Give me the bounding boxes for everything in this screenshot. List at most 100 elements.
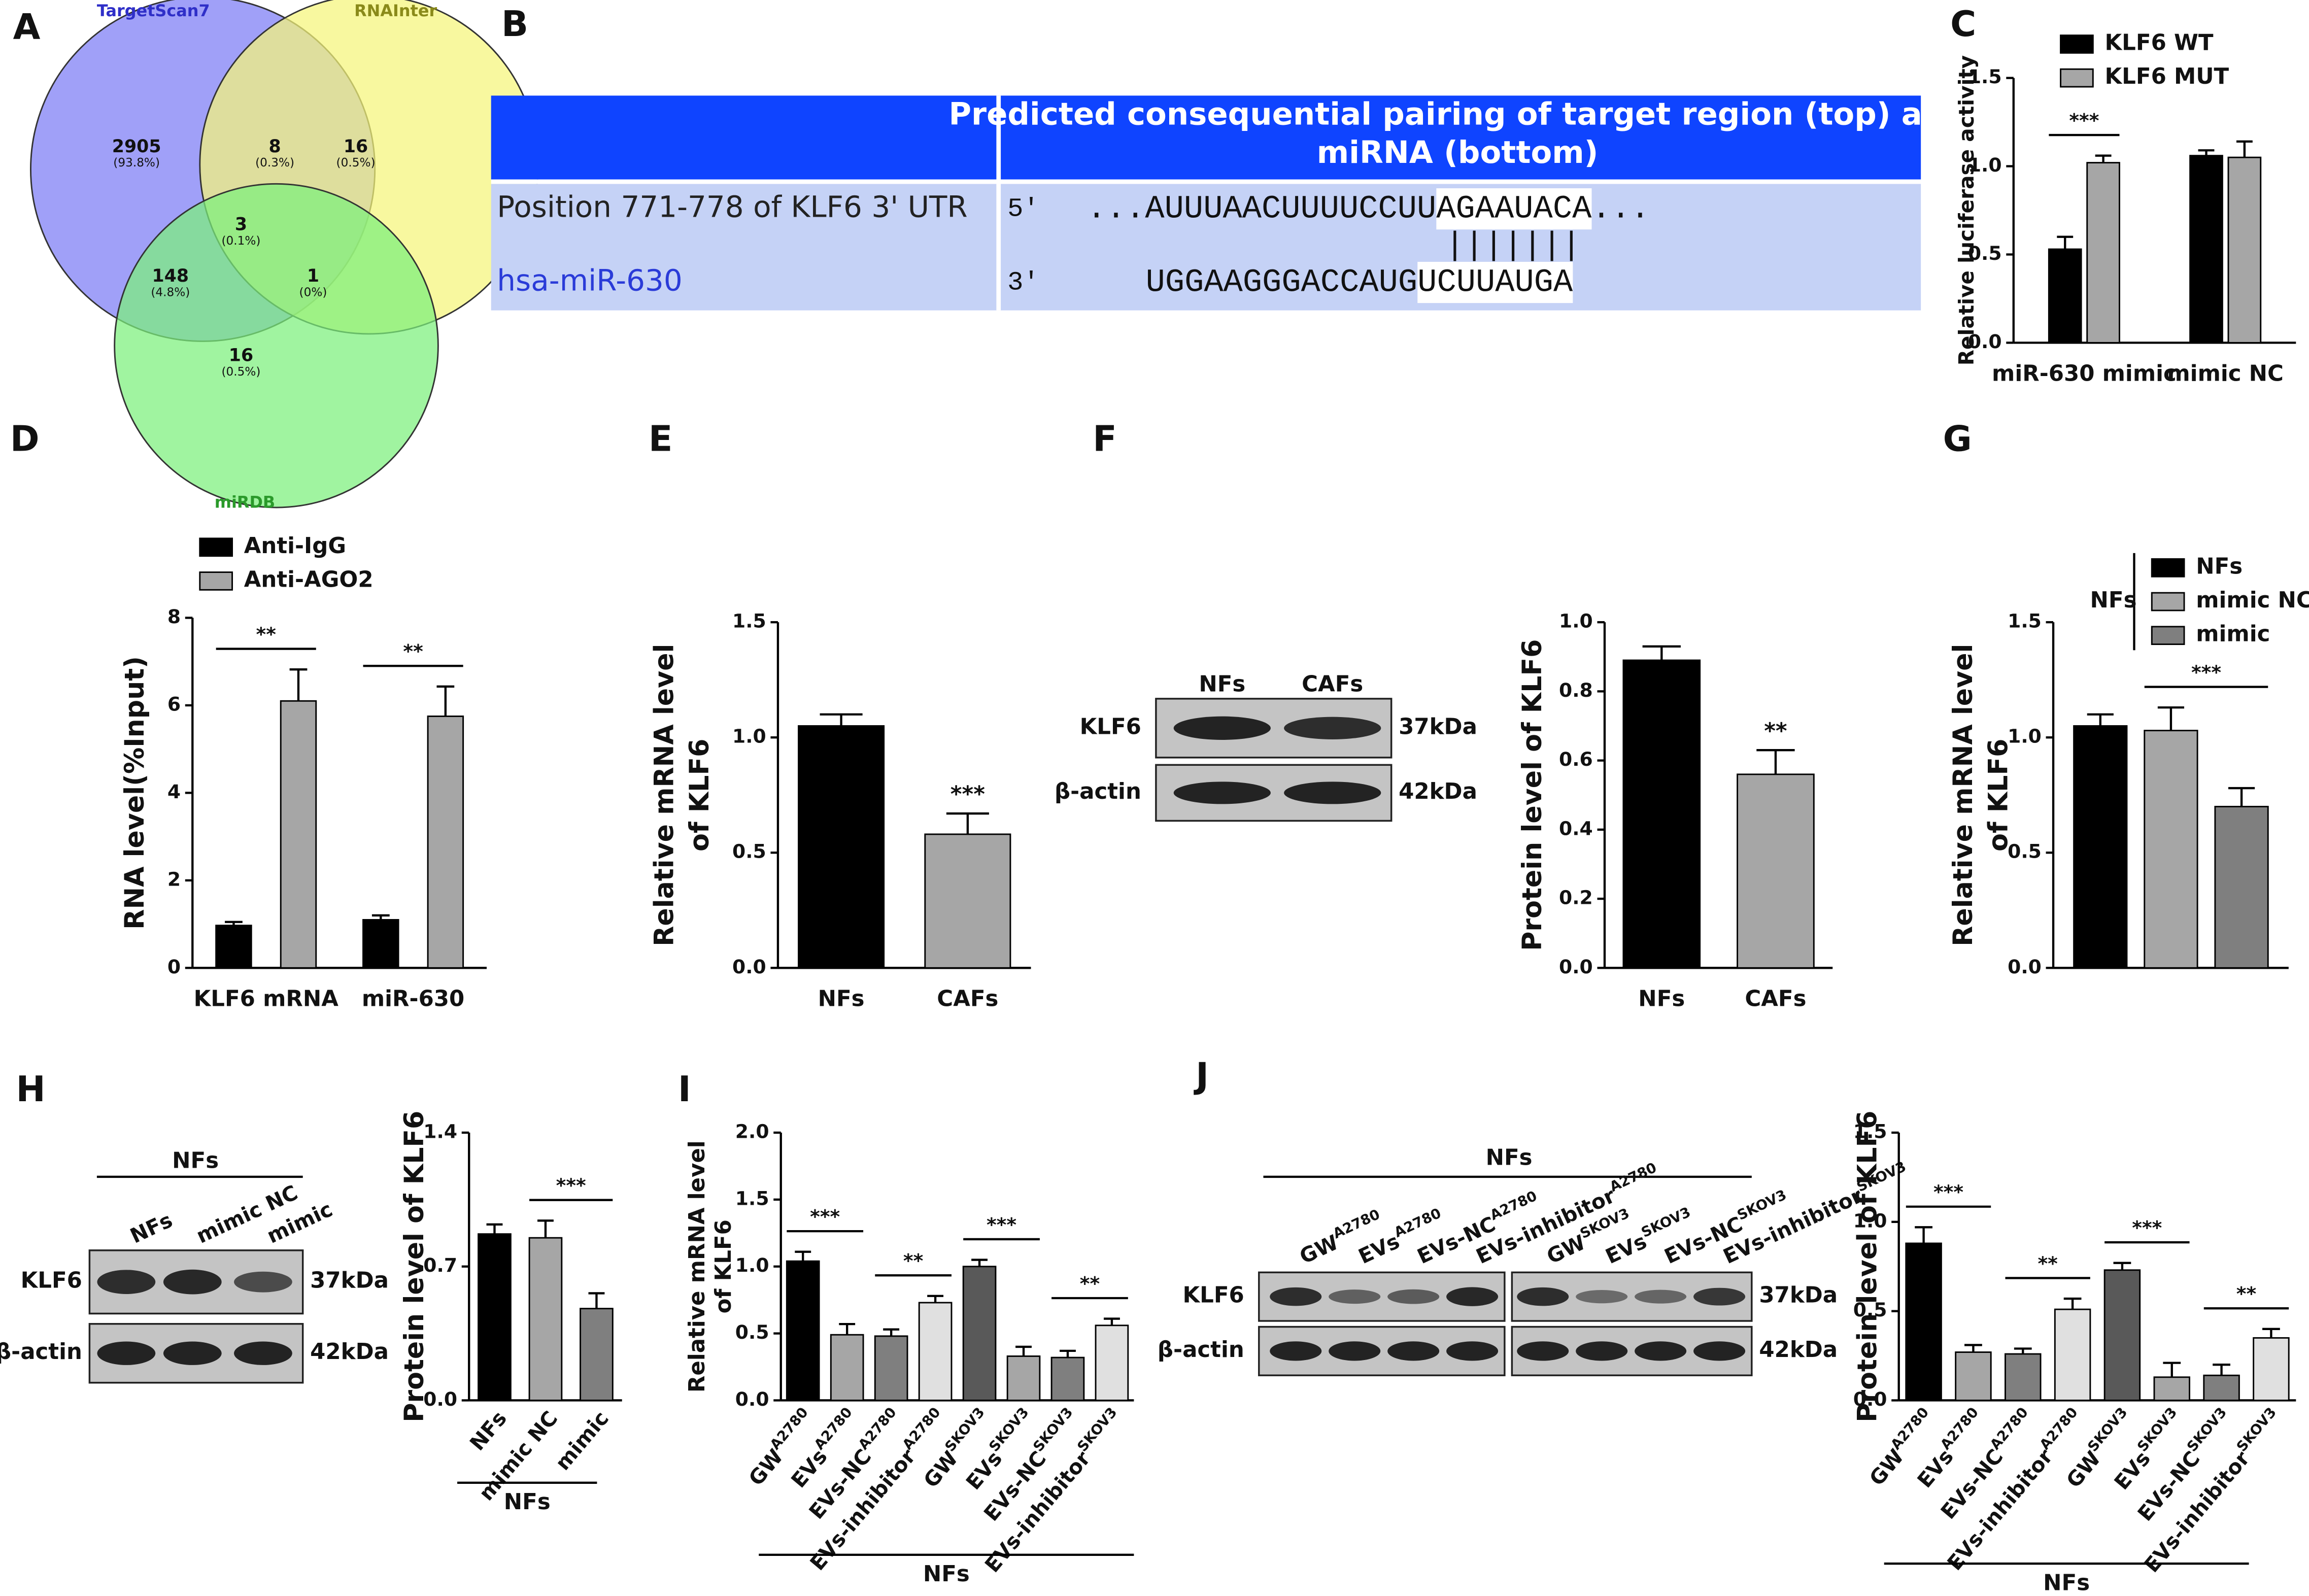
error-bar — [225, 921, 243, 926]
legend-swatch — [2151, 558, 2185, 578]
venn-count: 1 — [307, 266, 319, 286]
sequence-part: AGAAUACA — [1436, 191, 1592, 227]
legend-label: Anti-AGO2 — [244, 567, 373, 592]
y-tick-label: 1.4 — [423, 1120, 457, 1142]
bar — [2253, 1337, 2290, 1401]
x-tick-label: miR-630 mimic — [1992, 361, 2177, 387]
y-tick-label: 0.2 — [1559, 887, 1593, 909]
bar — [2103, 1269, 2141, 1401]
blot-band — [234, 1341, 292, 1365]
blot-band — [1693, 1287, 1746, 1306]
x-tick-label: KLF6 mRNA — [194, 987, 339, 1012]
legend-label: mimic NC — [2196, 588, 2309, 613]
bar — [2214, 805, 2269, 969]
venn-count: 8 — [269, 137, 281, 157]
y-tick-label: 1.0 — [1559, 610, 1593, 632]
significance: *** — [1933, 1181, 1963, 1203]
panel-label: I — [678, 1069, 691, 1110]
y-tick-label: 0.8 — [1559, 679, 1593, 701]
significance: ** — [1080, 1272, 1100, 1295]
y-tick-label: 0.7 — [423, 1254, 457, 1276]
y-axis-label: Protein level of KLF6 — [1853, 1111, 1883, 1422]
y-tick-label: 2.0 — [735, 1120, 769, 1142]
bar — [798, 725, 885, 969]
blot-size-label: 42kDa — [1759, 1337, 1838, 1363]
significance: *** — [950, 782, 985, 807]
y-tick-label: 0.0 — [732, 956, 766, 978]
y-tick-label: 0.0 — [1968, 330, 2002, 353]
sequence: ...AUUUAACUUUUCCUUAGAAUACA... — [1087, 191, 1650, 227]
significance: ** — [903, 1250, 923, 1272]
error-bar — [1756, 749, 1795, 774]
legend-label: mimic — [2196, 622, 2270, 647]
significance: *** — [987, 1213, 1016, 1236]
y-tick-label: 6 — [167, 693, 181, 715]
venn-percent: (0.5%) — [336, 156, 376, 169]
blot-band — [1270, 1287, 1322, 1306]
panel-label: A — [13, 7, 41, 48]
significance: ** — [1764, 719, 1787, 744]
blot-band — [1446, 1287, 1499, 1306]
legend-swatch — [2151, 626, 2185, 646]
x-tick-label: NFs — [1638, 987, 1685, 1012]
bar — [2073, 725, 2128, 969]
blot-row-label: β-actin — [1055, 779, 1141, 804]
y-axis-label: of KLF6 — [685, 739, 715, 852]
blot-size-label: 37kDa — [1759, 1283, 1838, 1308]
significance: ** — [256, 623, 276, 646]
legend-swatch — [2060, 35, 2094, 54]
significance: *** — [2069, 110, 2099, 132]
significance: ** — [403, 640, 423, 663]
blot-band — [1635, 1289, 1687, 1304]
y-tick-label: 0.5 — [1968, 242, 2002, 264]
error-bar — [883, 1328, 900, 1336]
panel-label: H — [16, 1069, 45, 1110]
blot-band — [1173, 782, 1271, 804]
error-bar — [2014, 1347, 2032, 1354]
y-tick-label: 0.0 — [423, 1388, 457, 1410]
y-tick-label: 0.0 — [1853, 1388, 1887, 1410]
y-tick-label: 0.5 — [1853, 1299, 1887, 1321]
significance: *** — [556, 1174, 586, 1197]
error-bar — [946, 812, 989, 834]
bar — [874, 1335, 908, 1401]
blot-size-label: 42kDa — [1399, 779, 1477, 804]
venn-percent: (93.8%) — [113, 156, 160, 169]
blot-band — [1576, 1341, 1628, 1361]
error-bar — [2063, 1297, 2082, 1310]
bar — [2203, 1374, 2240, 1401]
panel-label: E — [649, 419, 673, 460]
blot-band — [97, 1341, 156, 1365]
y-tick-label: 1.5 — [1853, 1120, 1887, 1142]
error-bar — [1964, 1344, 1982, 1352]
sequence-part: ...AUUUAACUUUUCCUU — [1087, 191, 1437, 227]
blot-size-label: 37kDa — [310, 1268, 389, 1294]
y-tick-label: 1.5 — [1968, 65, 2002, 88]
blot-band — [1387, 1341, 1440, 1361]
error-bar — [1642, 645, 1681, 661]
error-bar — [2262, 1328, 2280, 1338]
venn-percent: (0%) — [299, 285, 327, 299]
panel-label: B — [501, 4, 528, 45]
bar — [1905, 1242, 1942, 1401]
bar — [427, 715, 464, 969]
bar — [215, 925, 252, 969]
x-tick-label: CAFs — [937, 987, 998, 1012]
blot-band — [1284, 782, 1381, 804]
x-tick-label: CAFs — [1745, 987, 1806, 1012]
legend-label: NFs — [2196, 554, 2243, 579]
y-tick-label: 1.0 — [2008, 725, 2042, 748]
venn-count: 148 — [152, 266, 189, 286]
venn-count: 16 — [344, 137, 368, 157]
venn-count: 3 — [235, 214, 247, 234]
group-label: NFs — [504, 1489, 551, 1515]
y-tick-label: 0.0 — [1559, 956, 1593, 978]
error-bar — [795, 1250, 811, 1262]
blot-band — [1635, 1341, 1687, 1361]
legend-swatch — [2060, 68, 2094, 88]
sequence-part: UCUUAUGA — [1417, 264, 1573, 301]
blot-band — [1173, 716, 1271, 740]
table-body — [491, 184, 1921, 311]
row-end: 5' — [1007, 194, 1039, 224]
error-bar — [2228, 787, 2255, 807]
